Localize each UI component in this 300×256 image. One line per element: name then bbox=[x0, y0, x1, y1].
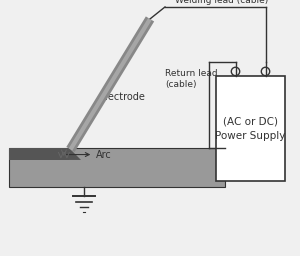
Polygon shape bbox=[9, 148, 69, 160]
Text: Welding lead (cable): Welding lead (cable) bbox=[175, 0, 268, 5]
Text: Arc: Arc bbox=[63, 150, 112, 159]
Text: Return lead
(cable): Return lead (cable) bbox=[165, 69, 217, 89]
Bar bbox=[216, 76, 285, 181]
Text: (AC or DC)
Power Supply: (AC or DC) Power Supply bbox=[215, 116, 286, 141]
Text: Electrode: Electrode bbox=[99, 92, 145, 102]
Bar bbox=[9, 148, 225, 187]
Polygon shape bbox=[69, 148, 81, 160]
